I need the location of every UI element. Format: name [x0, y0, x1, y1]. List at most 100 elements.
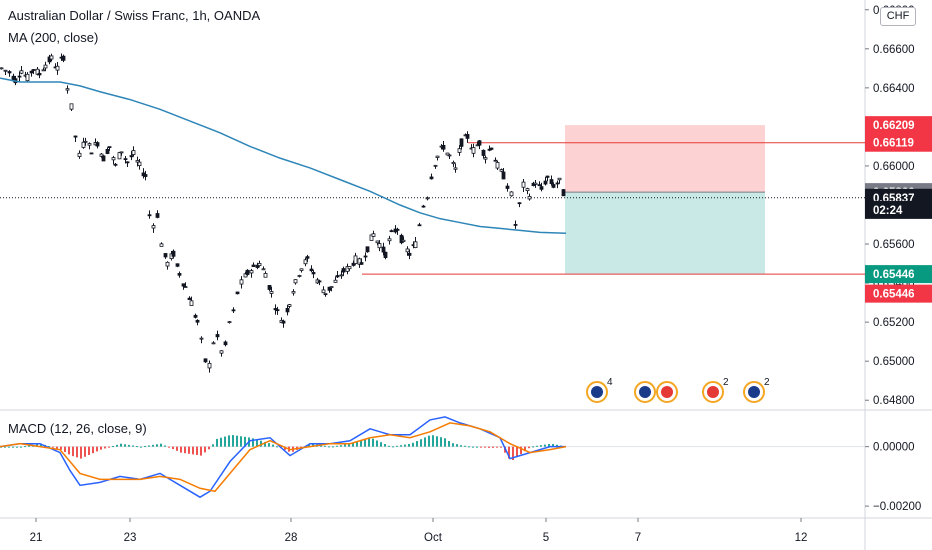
macd-histogram-bar: [104, 446, 106, 449]
event-badge-au[interactable]: 2: [743, 377, 770, 403]
event-badge-au[interactable]: [634, 381, 656, 403]
macd-histogram-bar: [192, 446, 194, 455]
candle-body: [61, 55, 66, 61]
price-tag-label: 0.65446: [873, 269, 915, 281]
macd-histogram-bar: [4, 446, 6, 448]
macd-histogram-bar: [84, 446, 86, 457]
candle-body: [37, 72, 42, 76]
macd-histogram-bar: [208, 446, 210, 450]
macd-histogram-bar: [484, 446, 486, 448]
price-tag: [865, 284, 932, 303]
event-badge-ch[interactable]: 2: [702, 377, 729, 403]
candle-body: [335, 275, 340, 278]
macd-histogram-bar: [308, 444, 310, 447]
candle-body: [323, 293, 328, 296]
candle-body: [239, 279, 244, 285]
macd-histogram-bar: [540, 445, 542, 447]
macd-histogram-bar: [456, 444, 458, 447]
ma-indicator-label[interactable]: MA (200, close): [8, 30, 99, 45]
macd-histogram-bar: [28, 445, 30, 447]
ma-200-line: [0, 77, 567, 235]
macd-histogram-bar: [468, 446, 470, 448]
candle-body: [457, 148, 462, 153]
event-count: 2: [764, 377, 770, 388]
macd-histogram-bar: [556, 444, 558, 447]
price-tick-label: 0.66400: [873, 83, 915, 95]
macd-histogram-bar: [508, 446, 510, 459]
macd-histogram-bar: [68, 446, 70, 455]
macd-histogram-bar: [424, 437, 426, 447]
candle-body: [333, 279, 338, 283]
macd-histogram-bar: [148, 445, 150, 447]
candle-body: [317, 280, 322, 283]
macd-histogram-bar: [324, 445, 326, 447]
macd-histogram-bar: [384, 443, 386, 447]
event-badge-au[interactable]: 4: [586, 377, 613, 403]
candle-body: [433, 164, 438, 167]
candle-body: [287, 304, 292, 307]
macd-histogram-bar: [60, 446, 62, 450]
macd-histogram-bar: [460, 445, 462, 447]
price-tag: [865, 265, 932, 284]
macd-histogram-bar: [24, 446, 26, 448]
macd-histogram-bar: [228, 435, 230, 447]
macd-histogram-bar: [412, 442, 414, 447]
candle-body: [371, 233, 376, 237]
candle-body: [375, 240, 380, 244]
price-tag-label: 0.66209: [873, 120, 915, 132]
macd-histogram-bar: [360, 440, 362, 447]
macd-histogram-bar: [408, 443, 410, 447]
candle-body: [119, 151, 124, 154]
event-count: 2: [723, 377, 729, 388]
candle-body: [299, 268, 304, 271]
macd-histogram-bar: [64, 446, 66, 453]
macd-histogram-bar: [204, 446, 206, 453]
macd-histogram-bar: [284, 446, 286, 450]
candle-body: [81, 141, 86, 148]
macd-histogram-bar: [372, 438, 374, 447]
macd-histogram-bar: [180, 446, 182, 453]
macd-indicator-label[interactable]: MACD (12, 26, close, 9): [8, 421, 147, 436]
price-tag-label: 0.66119: [873, 138, 914, 150]
candle-body: [353, 255, 358, 264]
macd-histogram-bar: [112, 446, 114, 448]
candle-body: [261, 268, 266, 271]
macd-histogram-bar: [184, 446, 186, 454]
event-badge-ch[interactable]: [656, 381, 678, 403]
candle-body: [143, 174, 148, 177]
candle-body: [347, 266, 352, 270]
candle-body: [49, 55, 54, 60]
candle-body: [17, 75, 22, 78]
currency-button[interactable]: CHF: [880, 7, 916, 26]
candle-body: [483, 157, 488, 160]
candle-body: [183, 286, 188, 288]
macd-histogram-bar: [344, 444, 346, 447]
macd-histogram-bar: [452, 443, 454, 447]
macd-histogram-bar: [380, 442, 382, 447]
macd-histogram-bar: [444, 438, 446, 447]
macd-histogram-bar: [88, 446, 90, 455]
candle-body: [0, 67, 4, 70]
candle-body: [285, 307, 290, 313]
au-flag-icon: [591, 386, 603, 398]
price-tag: [865, 116, 932, 135]
candle-body: [267, 285, 272, 290]
macd-histogram-bar: [92, 446, 94, 454]
candle-body: [329, 286, 334, 289]
candle-body: [421, 205, 426, 208]
macd-histogram-bar: [404, 444, 406, 447]
candle-body: [311, 272, 316, 275]
macd-histogram-bar: [244, 436, 246, 447]
candle-body: [199, 337, 204, 340]
stop-loss-zone: [565, 125, 765, 193]
candle-body: [447, 154, 452, 157]
macd-histogram-bar: [128, 444, 130, 447]
macd-histogram-bar: [352, 443, 354, 447]
macd-histogram-bar: [16, 446, 18, 448]
macd-histogram-bar: [268, 443, 270, 447]
macd-histogram-bar: [144, 446, 146, 448]
candle-body: [207, 362, 212, 369]
macd-histogram-bar: [56, 446, 58, 449]
take-profit-zone: [565, 192, 765, 275]
